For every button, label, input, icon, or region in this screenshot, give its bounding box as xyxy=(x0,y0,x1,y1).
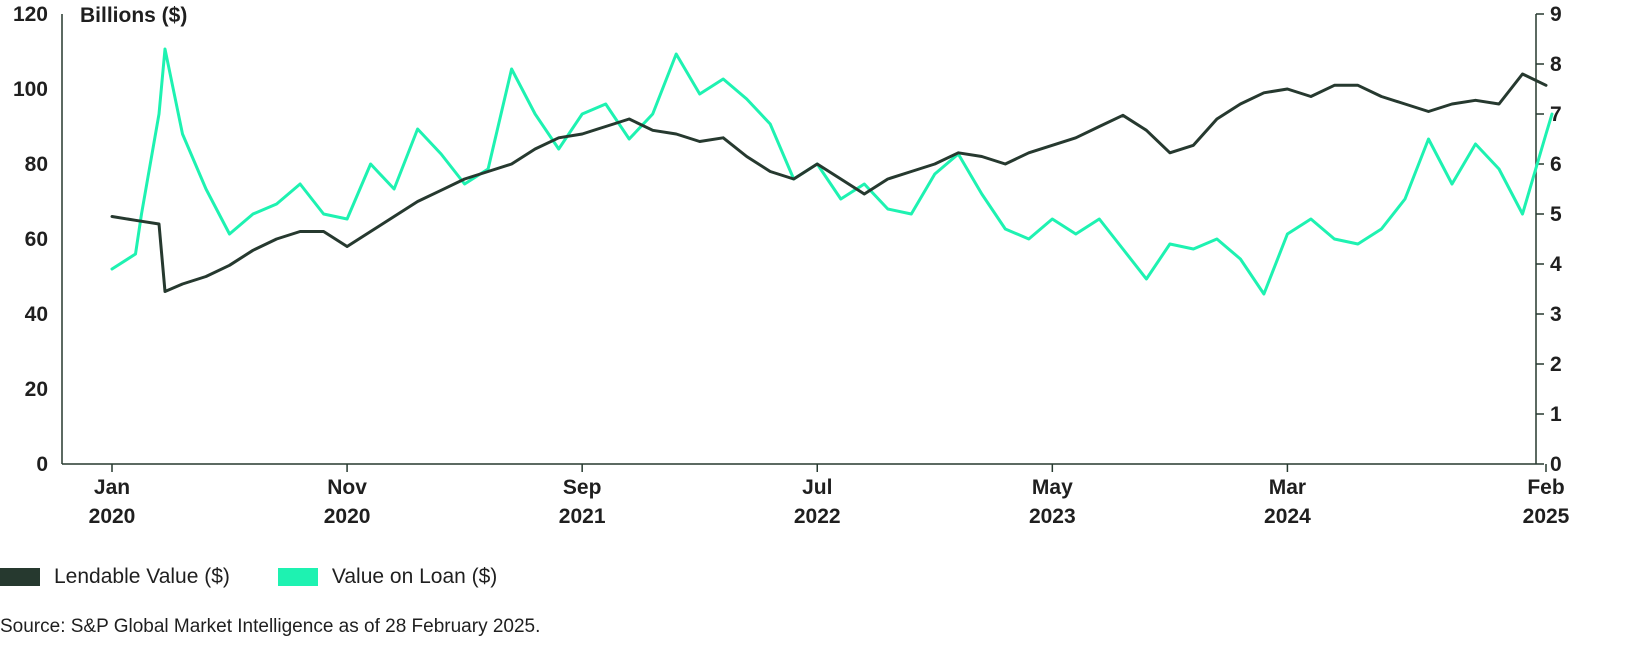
x-tick-label-year: 2023 xyxy=(1029,505,1076,528)
legend-item-loan: Value on Loan ($) xyxy=(277,565,498,589)
lendable-swatch xyxy=(0,568,40,586)
y-axis-title: Billions ($) xyxy=(80,4,187,27)
y-right-tick-label: 5 xyxy=(1550,203,1562,226)
legend-label-loan: Value on Loan ($) xyxy=(331,565,498,588)
series-line-lendable-value xyxy=(110,72,1548,293)
y-right-tick-label: 7 xyxy=(1550,103,1562,126)
x-tick-label-year: 2022 xyxy=(794,505,841,528)
y-right-tick-label: 0 xyxy=(1550,453,1562,476)
y-right-tick-label: 2 xyxy=(1550,353,1562,376)
axes-group: 0 20 40 60 80 100 120 0 1 2 3 4 5 6 7 8 9 Jan 2020 Nov 2020 S… xyxy=(13,3,1570,528)
x-tick-label-month: Jul xyxy=(802,476,832,499)
x-tick-label-year: 2025 xyxy=(1523,505,1570,528)
y-right-tick-label: 8 xyxy=(1550,53,1562,76)
x-tick-label-month: Sep xyxy=(563,476,602,499)
x-tick-label-month: Jan xyxy=(94,476,130,499)
legend-label-lendable: Lendable Value ($) xyxy=(54,565,230,588)
y-right-tick-label: 6 xyxy=(1550,153,1562,176)
x-tick-label-month: Nov xyxy=(327,476,367,499)
y-right-tick-label: 9 xyxy=(1550,3,1562,26)
source-note: Source: S&P Global Market Intelligence a… xyxy=(0,616,541,637)
x-tick-label-year: 2024 xyxy=(1264,505,1311,528)
loan-swatch xyxy=(277,568,318,586)
y-right-tick-label: 4 xyxy=(1550,253,1562,276)
x-tick-label-month: May xyxy=(1032,476,1073,499)
x-tick-label-year: 2020 xyxy=(89,505,136,528)
x-tick-label-year: 2020 xyxy=(324,505,371,528)
chart-area: 0 20 40 60 80 100 120 0 1 2 3 4 5 6 7 8 9 Jan 2020 Nov 2020 S… xyxy=(13,3,1570,528)
x-tick-label-year: 2021 xyxy=(559,505,606,528)
legend-item-lendable: Lendable Value ($) xyxy=(0,565,230,589)
y-left-tick-label: 40 xyxy=(25,303,48,326)
y-left-tick-label: 60 xyxy=(25,228,48,251)
y-left-tick-label: 80 xyxy=(25,153,48,176)
y-left-tick-label: 120 xyxy=(13,3,48,26)
x-tick-label-month: Mar xyxy=(1269,476,1306,499)
series-group xyxy=(110,47,1554,296)
y-right-tick-label: 1 xyxy=(1550,403,1562,426)
legend: Lendable Value ($) Value on Loan ($) xyxy=(0,560,545,594)
y-left-tick-label: 20 xyxy=(25,378,48,401)
y-left-tick-label: 0 xyxy=(36,453,48,476)
y-right-tick-label: 3 xyxy=(1550,303,1562,326)
x-tick-label-month: Feb xyxy=(1527,476,1564,499)
line-chart: 0 20 40 60 80 100 120 0 1 2 3 4 5 6 7 8 9 Jan 2020 Nov 2020 S… xyxy=(13,3,1570,528)
y-left-tick-label: 100 xyxy=(13,78,48,101)
